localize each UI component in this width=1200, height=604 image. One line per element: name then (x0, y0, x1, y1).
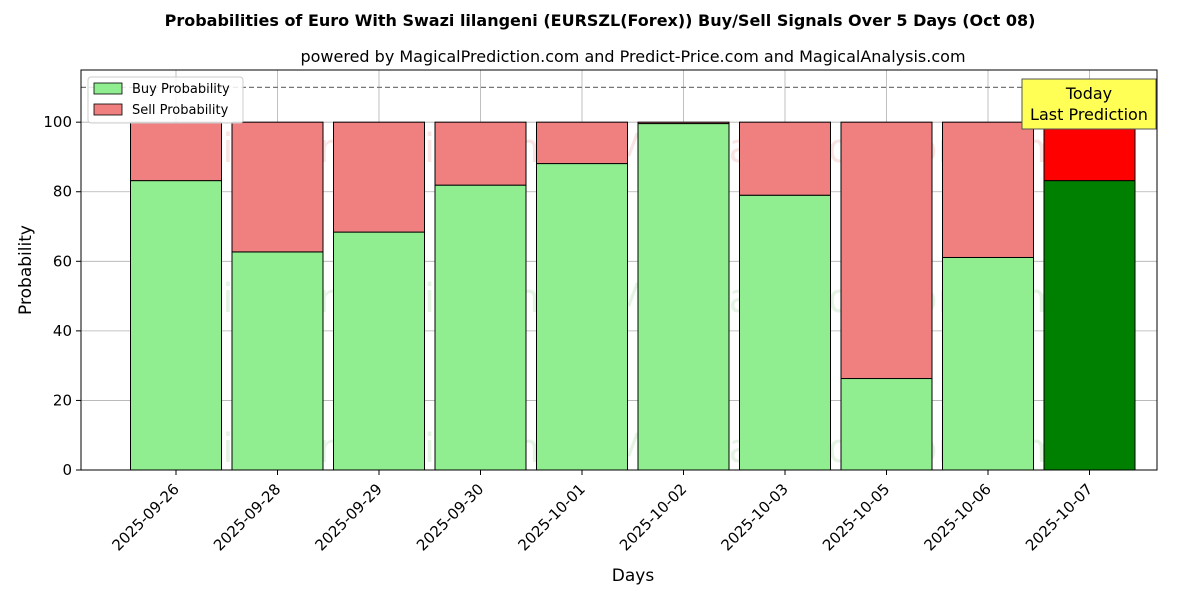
y-axis-ticks: 0 20 40 60 80 100 (43, 113, 81, 479)
legend-buy-label: Buy Probability (132, 82, 230, 97)
bars (130, 121, 1136, 471)
x-tick-label: 2025-09-26 (108, 480, 182, 554)
y-tick-label: 40 (53, 322, 72, 340)
sell-bar (637, 121, 730, 125)
x-tick-label: 2025-10-02 (616, 480, 690, 554)
legend: Buy Probability Sell Probability (87, 76, 244, 124)
sell-bar (333, 121, 425, 233)
buy-bar (536, 163, 628, 471)
x-tick-label: 2025-10-03 (717, 480, 791, 554)
chart-title: Probabilities of Euro With Swazi lilange… (165, 11, 1036, 30)
annotation-today: Today (1065, 84, 1112, 103)
buy-bar (739, 194, 831, 471)
x-tick-label: 2025-09-28 (210, 480, 284, 554)
x-tick-label: 2025-09-30 (413, 480, 487, 554)
plot-frame (80, 69, 1158, 471)
sell-bar (536, 121, 628, 165)
buy-bar (333, 231, 425, 471)
buy-bar (231, 251, 324, 471)
sell-bar (942, 121, 1034, 258)
annotation-last-prediction: Last Prediction (1030, 105, 1148, 124)
x-axis-label: Days (612, 566, 655, 586)
y-tick-label: 20 (53, 391, 72, 409)
legend-sell-label: Sell Probability (132, 103, 229, 118)
sell-bar (1043, 121, 1136, 182)
y-tick-label: 0 (62, 461, 72, 479)
x-tick-label: 2025-09-29 (311, 480, 385, 554)
buy-bar (637, 123, 730, 471)
buy-bar (434, 184, 527, 471)
legend-box (87, 76, 244, 124)
y-tick-label: 60 (53, 252, 72, 270)
y-tick-label: 80 (53, 183, 72, 201)
x-axis-ticks: 2025-09-26 2025-09-28 2025-09-29 2025-09-30… (108, 470, 1096, 554)
buy-bar (942, 256, 1034, 471)
today-annotation: Today Last Prediction (1021, 78, 1157, 130)
y-axis-label: Probability (16, 225, 36, 315)
sell-bar (130, 121, 222, 182)
legend-sell-swatch (93, 103, 123, 116)
x-tick-label: 2025-10-01 (514, 480, 588, 554)
sell-bar (231, 121, 324, 253)
sell-bar (840, 121, 933, 380)
buy-bar (1043, 180, 1136, 471)
legend-buy-swatch (93, 82, 123, 95)
buy-bar (840, 378, 933, 471)
x-tick-label: 2025-10-06 (920, 480, 994, 554)
x-tick-label: 2025-10-07 (1022, 480, 1096, 554)
sell-bar (739, 121, 831, 196)
annotation-box (1021, 78, 1157, 130)
x-tick-label: 2025-10-05 (819, 480, 893, 554)
buy-bar (130, 180, 222, 471)
chart-subtitle: powered by MagicalPrediction.com and Pre… (300, 47, 965, 66)
y-tick-label: 100 (43, 113, 72, 131)
sell-bar (434, 121, 527, 186)
